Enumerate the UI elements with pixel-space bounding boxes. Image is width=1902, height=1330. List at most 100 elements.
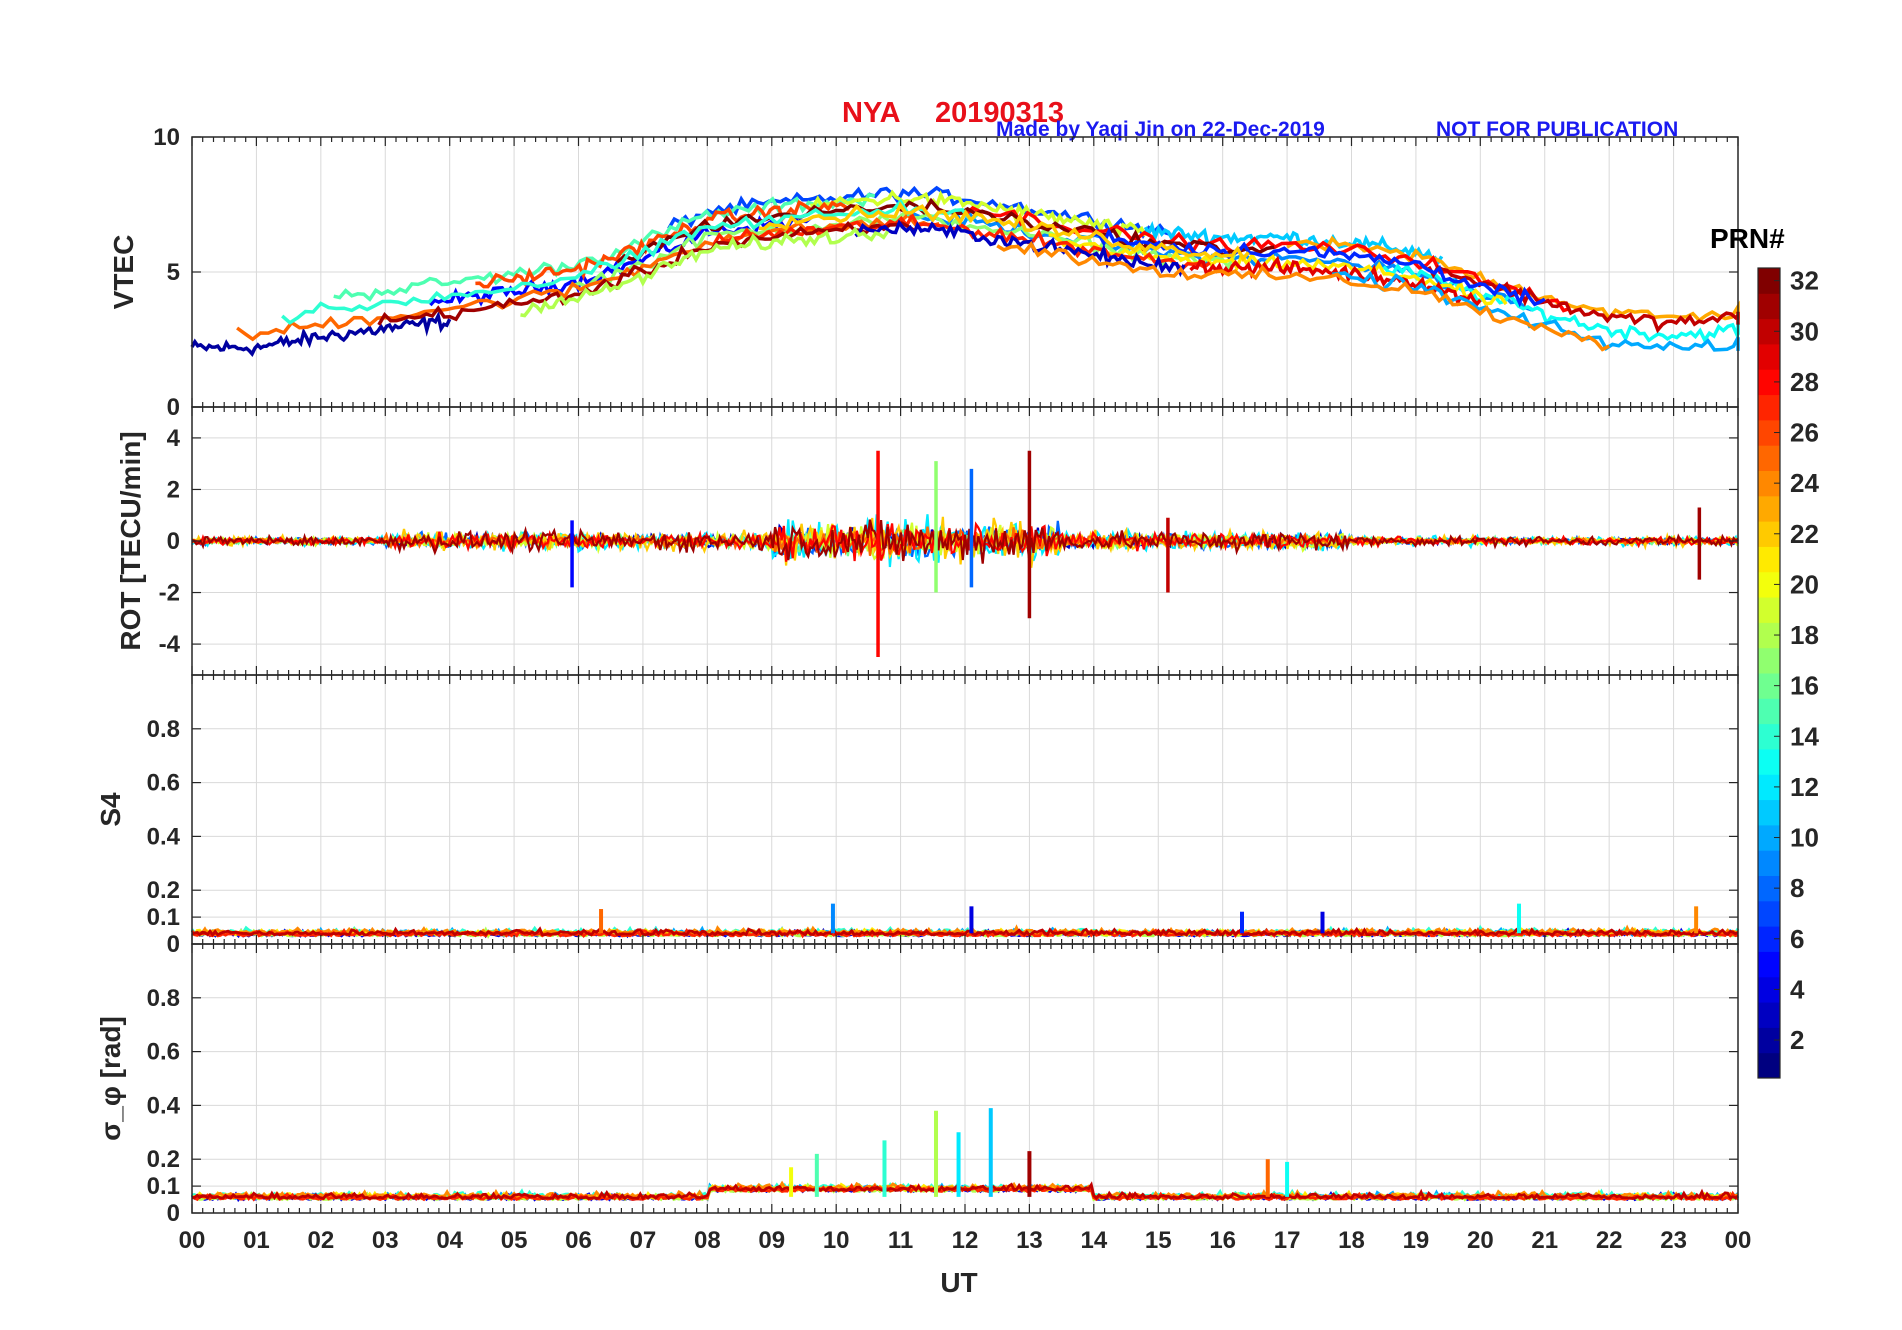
x-axis-label: UT — [940, 1267, 977, 1298]
x-ticks — [191, 944, 1739, 1213]
chart-title-group: NYA 20190313 Made by Yaqi Jin on 22-Dec-… — [842, 97, 1678, 141]
title-credit: Made by Yaqi Jin on 22-Dec-2019 — [996, 118, 1325, 141]
x-tick-label: 11 — [888, 1227, 913, 1254]
y-tick-label: 0.2 — [147, 877, 180, 904]
x-tick-label: 12 — [952, 1227, 979, 1254]
vtec-series-prn-24 — [996, 240, 1610, 352]
colorbar-swatch — [1758, 824, 1780, 851]
x-axis: 00 01 02 03 04 05 06 07 08 09 10 11 12 13 14 15 16 17 18 19… — [179, 1227, 1752, 1254]
colorbar-tick-label: 22 — [1790, 519, 1819, 549]
colorbar-swatch — [1758, 546, 1780, 573]
colorbar-title: PRN# — [1710, 223, 1785, 254]
y-tick-label: 0.4 — [147, 823, 181, 850]
colorbar-swatch — [1758, 597, 1780, 623]
y-tick-label: 0.4 — [147, 1092, 181, 1119]
colorbar-tick-label: 14 — [1790, 721, 1819, 751]
x-tick-label: 05 — [501, 1227, 528, 1254]
colorbar-swatch — [1758, 268, 1780, 294]
colorbar-swatch — [1758, 951, 1780, 978]
colorbar-tick-label: 8 — [1790, 873, 1804, 903]
colorbar-swatch — [1758, 445, 1780, 471]
x-tick-label: 01 — [243, 1227, 270, 1254]
y-axis-label-rot: ROT [TECU/min] — [115, 431, 146, 650]
colorbar-swatch — [1758, 293, 1780, 320]
colorbar-swatch — [1758, 774, 1780, 801]
vtec-series-prn-3 — [854, 219, 1186, 278]
x-tick-label: 09 — [758, 1227, 785, 1254]
y-tick-label: -2 — [159, 580, 180, 607]
x-tick-label: 22 — [1596, 1227, 1623, 1254]
x-tick-label: 23 — [1660, 1227, 1687, 1254]
colorbar-tick-label: 6 — [1790, 924, 1804, 954]
x-tick-label: 14 — [1080, 1227, 1107, 1254]
colorbar-swatch — [1758, 1027, 1780, 1054]
x-tick-label: 04 — [436, 1227, 463, 1254]
colorbar-swatch — [1758, 1002, 1780, 1028]
sigma_phi-series-prn-30 — [191, 1181, 1739, 1202]
colorbar-tick-label: 4 — [1790, 974, 1805, 1004]
colorbar-swatch — [1758, 343, 1780, 370]
colorbar-swatch — [1758, 419, 1780, 446]
x-tick-label: 07 — [630, 1227, 657, 1254]
vtec-series-prn-28 — [951, 205, 1572, 313]
x-tick-label: 03 — [372, 1227, 399, 1254]
y-tick-label: 0 — [167, 394, 180, 421]
vtec-series-prn-2 — [190, 310, 452, 358]
x-tick-label: 10 — [823, 1227, 850, 1254]
title-station: NYA — [842, 97, 901, 129]
y-tick-label: 0.6 — [147, 770, 180, 797]
title-notice: NOT FOR PUBLICATION — [1436, 118, 1678, 141]
y-tick-label: 0 — [167, 1200, 180, 1227]
x-tick-label: 21 — [1531, 1227, 1558, 1254]
colorbar-tick-label: 18 — [1790, 620, 1819, 650]
colorbar-tick-label: 16 — [1790, 671, 1819, 701]
colorbar-swatch — [1758, 1052, 1780, 1079]
vtec-series-prn-22 — [758, 201, 1250, 263]
colorbar-swatch — [1758, 799, 1780, 826]
colorbar-swatch — [1758, 521, 1780, 547]
colorbar-swatch — [1758, 470, 1780, 497]
colorbar-swatch — [1758, 369, 1780, 396]
x-tick-label: 19 — [1403, 1227, 1430, 1254]
panel-s4: 00.10.2 0.4 0.6 0.8 S4 — [95, 674, 1740, 958]
panel-sigma_phi: 00.10.2 0.4 0.6 0.8 σ_φ [rad] — [95, 943, 1740, 1227]
vtec-series-prn-21 — [1048, 233, 1508, 306]
colorbar-tick-label: 26 — [1790, 418, 1819, 448]
s4-series-prn-30 — [191, 926, 1739, 938]
panel-vtec: 0 5 10 VTEC — [108, 124, 1740, 421]
y-tick-label: 0.8 — [147, 716, 180, 743]
rot-series-prn-31 — [191, 519, 1739, 564]
colorbar-swatch — [1758, 673, 1780, 699]
colorbar-swatch — [1758, 900, 1780, 927]
y-tick-label: 4 — [167, 425, 181, 452]
vtec-series-prn-18 — [520, 226, 890, 318]
y-tick-label: 0.6 — [147, 1039, 180, 1066]
colorbar-swatch — [1758, 748, 1780, 775]
y-tick-label: 0 — [167, 931, 180, 958]
y-tick-label: -4 — [159, 631, 181, 658]
colorbar-swatch — [1758, 976, 1780, 1003]
y-axis-label-s4: S4 — [95, 792, 126, 827]
colorbar-tick-label: 32 — [1790, 266, 1819, 296]
colorbar-tick-label: 20 — [1790, 569, 1819, 599]
x-tick-label: 00 — [1725, 1227, 1752, 1254]
colorbar-swatch — [1758, 495, 1780, 522]
y-axis-label-vtec: VTEC — [108, 235, 139, 310]
colorbar-swatch — [1758, 394, 1780, 421]
y-axis-label-sigma_phi: σ_φ [rad] — [95, 1016, 126, 1141]
x-tick-label: 08 — [694, 1227, 721, 1254]
vtec-series-prn-7 — [667, 185, 1172, 239]
colorbar-swatch — [1758, 318, 1780, 345]
y-tick-label: 0.1 — [147, 904, 180, 931]
colorbar-tick-label: 30 — [1790, 316, 1819, 346]
x-tick-label: 02 — [307, 1227, 334, 1254]
x-tick-label: 18 — [1338, 1227, 1365, 1254]
colorbar-swatch — [1758, 622, 1780, 649]
series-group-rot — [191, 450, 1740, 657]
colorbar-tick-label: 24 — [1790, 468, 1819, 498]
colorbar-tick-label: 2 — [1790, 1025, 1804, 1055]
x-tick-label: 00 — [179, 1227, 206, 1254]
colorbar-swatch — [1758, 723, 1780, 750]
